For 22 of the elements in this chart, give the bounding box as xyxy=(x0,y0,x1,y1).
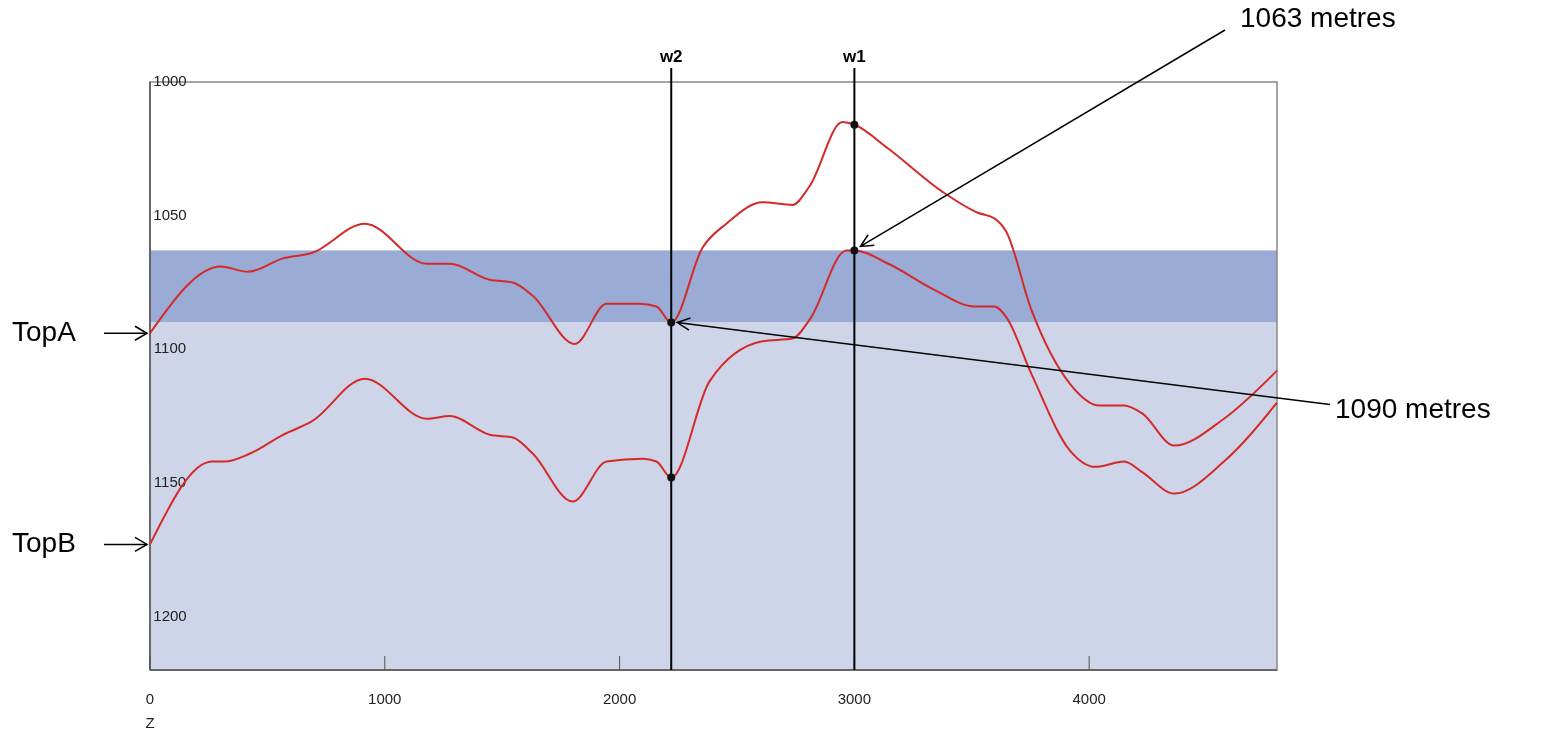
line-series xyxy=(149,121,1278,447)
x-axis-title: Z xyxy=(145,714,155,731)
annotation: TopA xyxy=(12,315,77,347)
point xyxy=(850,120,859,129)
x-tick-label: 3000 xyxy=(837,690,872,707)
x-tick-label: 4000 xyxy=(1072,690,1106,707)
y-tick-label: 1050 xyxy=(153,205,187,223)
y-tick-label: 1100 xyxy=(153,339,187,357)
x-tick-label: 2000 xyxy=(602,690,637,707)
x-tick-label: 1000 xyxy=(368,690,402,707)
point xyxy=(667,318,676,327)
x-tick-label: 0 xyxy=(145,690,155,707)
ref-line-label: w2 xyxy=(658,47,683,66)
annotation: 1090 metres xyxy=(1335,392,1491,424)
annotation: 1063 metres xyxy=(1240,2,1396,34)
annotation: TopB xyxy=(12,526,76,558)
y-tick-label: 1200 xyxy=(153,606,187,624)
y-tick-label: 1000 xyxy=(153,71,187,89)
ref-line-label: w1 xyxy=(842,47,866,66)
y-tick-label: 1150 xyxy=(153,472,187,490)
point xyxy=(667,473,676,482)
point xyxy=(850,246,859,255)
